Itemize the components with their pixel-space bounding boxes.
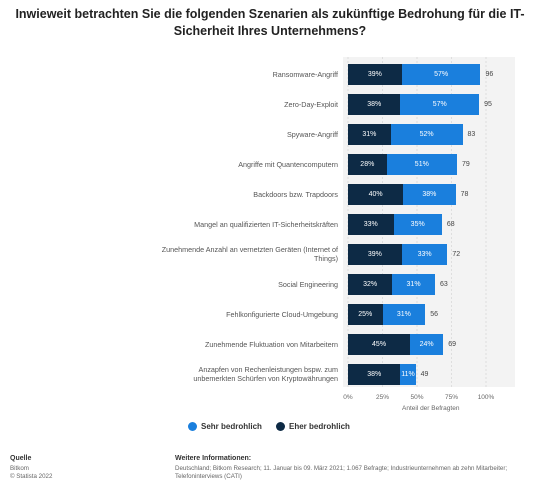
legend-sehr-label: Sehr bedrohlich [201, 422, 262, 431]
bar-eher[interactable] [348, 303, 383, 325]
bar-sehr[interactable] [382, 303, 426, 325]
bar-sehr-value: 38% [422, 190, 437, 198]
bar-eher[interactable] [348, 123, 391, 145]
bar-total-value: 56 [430, 310, 439, 318]
bar-sehr-value: 57% [434, 70, 449, 78]
bar-eher[interactable] [348, 273, 393, 295]
bar-eher[interactable] [348, 243, 402, 265]
bar-sehr[interactable] [392, 273, 435, 295]
bar-sehr[interactable] [400, 363, 416, 385]
bar-total-value: 69 [448, 340, 457, 348]
x-tick-label: 0% [343, 394, 353, 401]
bar-eher-value: 28% [360, 160, 375, 168]
bar-eher-value: 25% [358, 310, 373, 318]
x-axis-label: Anteil der Befragten [402, 405, 460, 412]
bar-sehr[interactable] [401, 63, 481, 85]
source-line-1: Bitkom [10, 465, 29, 472]
legend-sehr[interactable]: Sehr bedrohlich [188, 422, 262, 431]
bar-eher-value: 45% [372, 340, 387, 348]
legend-eher-dot [276, 422, 285, 431]
bar-total-value: 96 [485, 70, 494, 78]
bar-sehr-value: 24% [419, 340, 434, 348]
bar-total-value: 78 [460, 190, 469, 198]
info-line-2: Telefoninterviews (CATI) [175, 473, 242, 480]
bar-sehr[interactable] [390, 123, 463, 145]
bar-eher[interactable] [348, 63, 402, 85]
bar-sehr-value: 31% [396, 310, 411, 318]
category-label: Mangel an qualifizierten IT-Sicherheitsk… [194, 219, 338, 229]
category-label: Social Engineering [278, 279, 338, 289]
bar-total-value: 95 [484, 100, 492, 108]
source-line-2: © Statista 2022 [10, 473, 53, 480]
bar-sehr-value: 11% [401, 370, 415, 378]
bar-eher-value: 31% [362, 130, 377, 138]
x-tick-label: 75% [444, 394, 459, 401]
category-label: Angriffe mit Quantencomputern [238, 159, 338, 169]
bar-eher-value: 32% [363, 280, 378, 288]
bar-eher[interactable] [348, 213, 394, 235]
bar-sehr[interactable] [400, 93, 480, 115]
bar-sehr-value: 35% [410, 220, 425, 228]
bar-total-value: 79 [462, 160, 470, 168]
x-tick-label: 25% [375, 394, 390, 401]
x-tick-label: 100% [477, 394, 495, 401]
bar-eher[interactable] [348, 93, 401, 115]
bar-sehr[interactable] [410, 333, 444, 355]
category-label: Backdoors bzw. Trapdoors [253, 189, 338, 199]
x-tick-label: 50% [410, 394, 424, 401]
category-label: Zunehmende Fluktuation von Mitarbeitern [204, 339, 338, 349]
bar-sehr-value: 31% [406, 280, 421, 288]
bar-sehr[interactable] [393, 213, 442, 235]
bar-eher-value: 40% [368, 190, 383, 198]
bar-eher-value: 38% [367, 100, 382, 108]
source-heading: Quelle [10, 455, 32, 462]
legend-eher[interactable]: Eher bedrohlich [276, 422, 350, 431]
bar-sehr[interactable] [401, 243, 448, 265]
category-label: Zero-Day-Exploit [284, 99, 338, 109]
bar-eher[interactable] [348, 183, 404, 205]
info-heading: Weitere Informationen: [175, 455, 252, 462]
category-label: Ransomware-Angriff [272, 69, 338, 79]
bar-sehr[interactable] [386, 153, 457, 175]
category-label: Anzapfen von Rechenleistungen bspw. zum … [193, 365, 338, 383]
bar-total-value: 68 [446, 220, 455, 228]
bar-eher-value: 38% [367, 370, 382, 378]
info-line-1: Deutschland; Bitkom Research; 11. Januar… [175, 465, 508, 472]
bar-total-value: 83 [467, 130, 476, 138]
bar-eher-value: 33% [363, 220, 378, 228]
bar-sehr[interactable] [403, 183, 456, 205]
legend-eher-label: Eher bedrohlich [289, 422, 350, 431]
bar-eher[interactable] [348, 153, 387, 175]
bar-eher-value: 39% [367, 70, 382, 78]
bar-sehr-value: 57% [432, 100, 447, 108]
category-label: Spyware-Angriff [286, 129, 338, 139]
bar-eher-value: 39% [367, 250, 382, 258]
category-label: Fehlkonfigurierte Cloud-Umgebung [226, 309, 338, 319]
category-label: Zunehmende Anzahl an vernetzten Geräten … [161, 245, 338, 263]
bar-total-value: 72 [452, 250, 461, 258]
legend-sehr-dot [188, 422, 197, 431]
bar-eher[interactable] [348, 363, 401, 385]
bar-sehr-value: 52% [419, 130, 434, 138]
chart-title: Inwieweit betrachten Sie die folgenden S… [15, 7, 525, 38]
bar-sehr-value: 33% [417, 250, 432, 258]
bar-total-value: 49 [420, 370, 429, 378]
bar-eher[interactable] [348, 333, 411, 355]
bar-sehr-value: 51% [414, 160, 429, 168]
bar-total-value: 63 [439, 280, 448, 288]
